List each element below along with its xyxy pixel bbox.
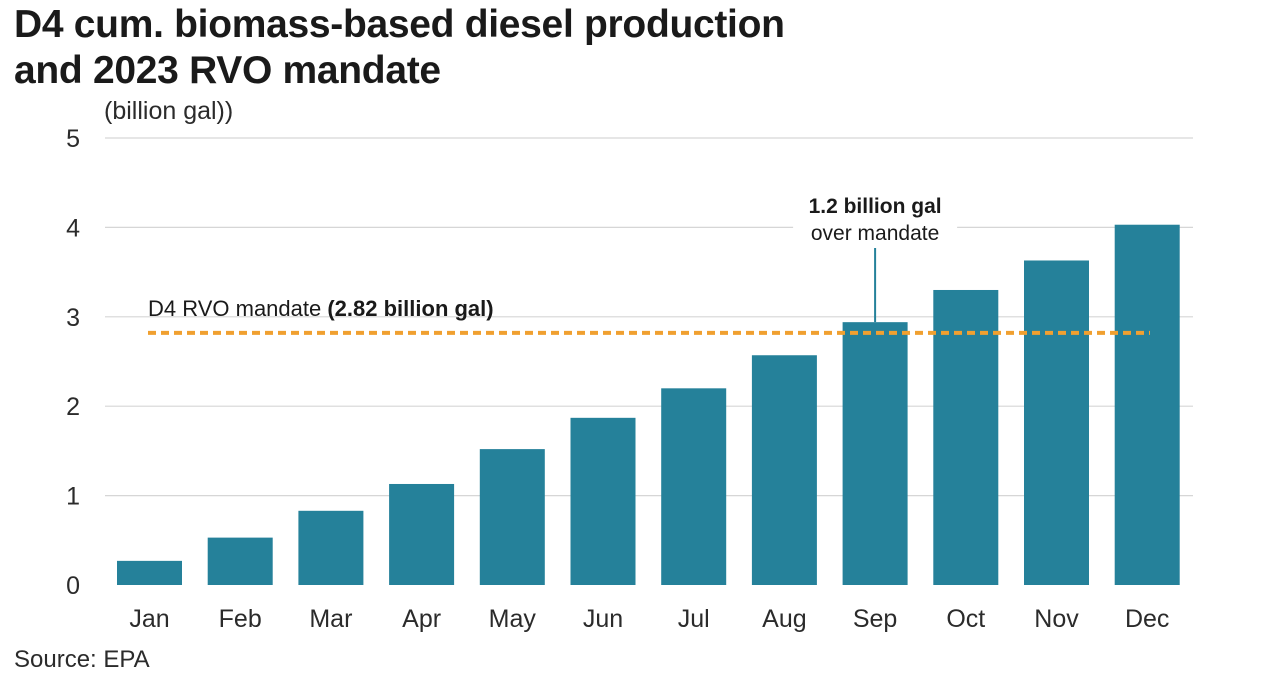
x-axis-ticks: Jan Feb Mar Apr May Jun Jul Aug Sep Oct Nov Dec: [129, 605, 1169, 633]
over-mandate-annotation: 1.2 billion gal over mandate: [793, 190, 958, 323]
y-axis-ticks: 0 1 2 3 4 5: [66, 125, 80, 600]
annotation-background: [793, 190, 958, 246]
x-tick-label-jun: Jun: [583, 605, 623, 633]
bar-mar: [298, 510, 364, 585]
x-tick-label-sep: Sep: [853, 605, 897, 633]
x-tick-label-jan: Jan: [129, 605, 169, 633]
x-tick-label-aug: Aug: [762, 605, 806, 633]
chart-title: D4 cum. biomass-based diesel production …: [14, 2, 1014, 94]
bar-sep: [842, 322, 908, 585]
bar-may: [479, 449, 545, 585]
y-axis-unit-label: (billion gal)): [104, 97, 234, 125]
x-tick-label-feb: Feb: [219, 605, 262, 633]
annotation-line-1: 1.2 billion gal: [809, 195, 942, 218]
x-tick-label-dec: Dec: [1125, 605, 1169, 633]
bars: [117, 224, 1180, 585]
y-tick-label-1: 1: [66, 483, 80, 511]
bar-apr: [389, 483, 455, 585]
bar-dec: [1114, 224, 1180, 585]
bar-jan: [117, 560, 182, 585]
source-note: Source: EPA: [14, 646, 150, 673]
bar-jun: [570, 417, 636, 585]
x-tick-label-mar: Mar: [309, 605, 352, 633]
mandate-reference: D4 RVO mandate (2.82 billion gal): [148, 296, 1150, 335]
bar-aug: [751, 355, 817, 585]
y-tick-label-2: 2: [66, 393, 80, 421]
bar-oct: [933, 289, 999, 585]
y-tick-label-5: 5: [66, 125, 80, 153]
x-tick-label-oct: Oct: [946, 605, 985, 633]
mandate-label-bold: (2.82 billion gal): [327, 296, 493, 321]
mandate-label: D4 RVO mandate (2.82 billion gal): [148, 296, 494, 321]
mandate-label-plain: D4 RVO mandate: [148, 296, 327, 321]
x-tick-label-may: May: [489, 605, 537, 633]
bar-feb: [207, 537, 273, 585]
annotation-line-2: over mandate: [811, 222, 939, 245]
x-tick-label-jul: Jul: [678, 605, 710, 633]
bar-nov: [1024, 260, 1089, 585]
y-tick-label-3: 3: [66, 304, 80, 332]
y-tick-label-4: 4: [66, 214, 80, 242]
x-tick-label-apr: Apr: [402, 605, 441, 633]
y-tick-label-0: 0: [66, 572, 80, 600]
chart-title-line-2: and 2023 RVO mandate: [14, 49, 441, 92]
x-tick-label-nov: Nov: [1034, 605, 1079, 633]
gridlines: [105, 137, 1193, 497]
bar-jul: [661, 388, 727, 585]
chart-title-line-1: D4 cum. biomass-based diesel production: [14, 3, 785, 46]
